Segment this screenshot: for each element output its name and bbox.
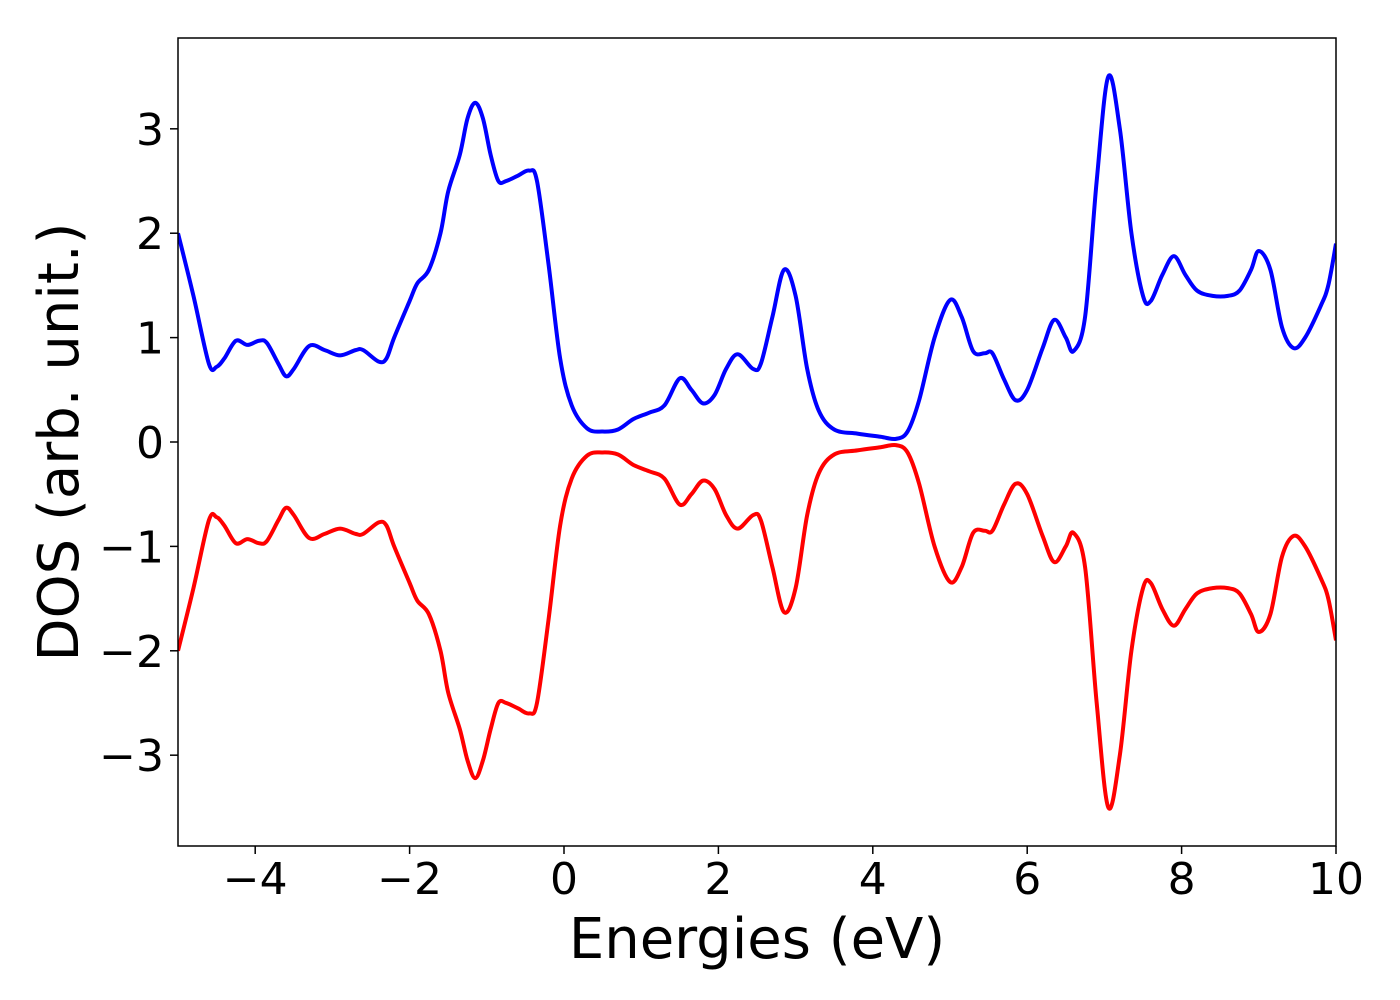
y-axis-label: DOS (arb. unit.) (27, 222, 92, 661)
y-tick-label: 2 (136, 209, 164, 260)
x-tick-label: 8 (1168, 854, 1196, 905)
x-tick-label: 2 (704, 854, 732, 905)
y-tick-label: −2 (99, 627, 164, 678)
x-tick-label: 0 (550, 854, 578, 905)
x-tick-label: 10 (1308, 854, 1364, 905)
plot-frame (177, 37, 1337, 847)
y-tick-label: 0 (136, 418, 164, 469)
x-axis-label: Energies (eV) (569, 907, 945, 972)
y-tick-label: −3 (99, 731, 164, 782)
series-line (178, 73, 1336, 442)
y-tick-label: 3 (136, 105, 164, 156)
x-tick-label: 6 (1013, 854, 1041, 905)
x-tick-label: −4 (223, 854, 288, 905)
x-tick-label: 4 (859, 854, 887, 905)
y-tick-label: 1 (136, 314, 164, 365)
y-tick-label: −1 (99, 522, 164, 573)
x-tick-label: −2 (377, 854, 442, 905)
series-line (178, 442, 1336, 811)
